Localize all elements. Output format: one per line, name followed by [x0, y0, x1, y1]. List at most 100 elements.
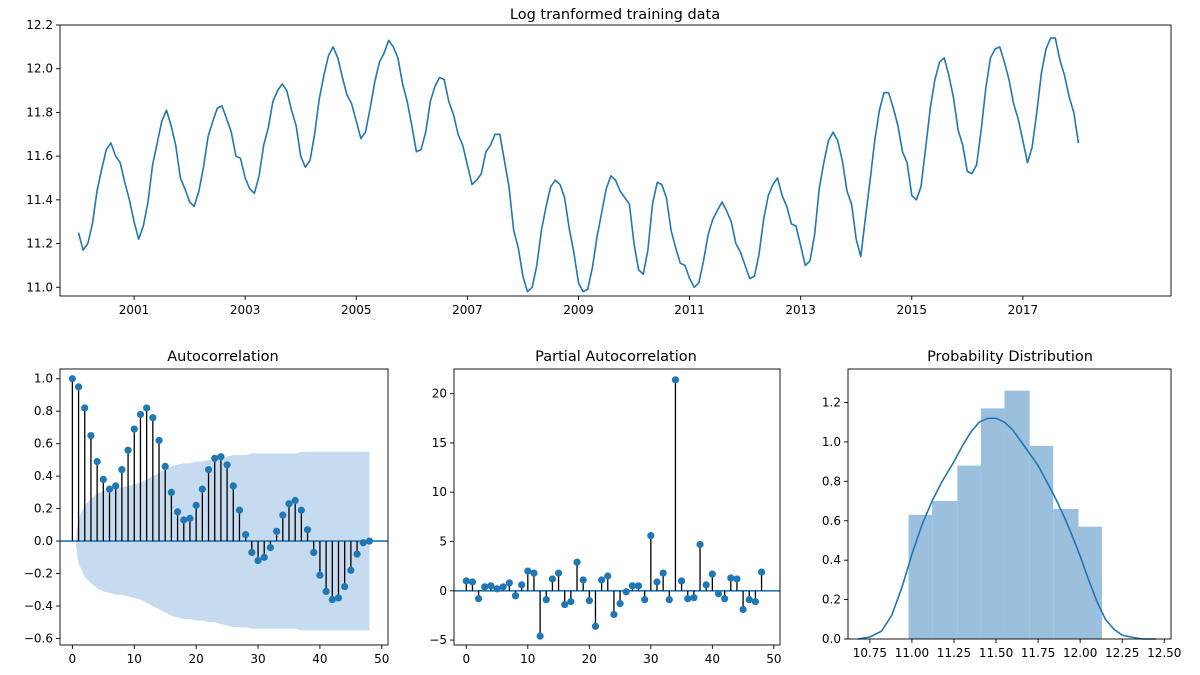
y-tick-label: 12.2: [26, 18, 53, 32]
stem-marker: [745, 596, 753, 604]
y-tick-label: 0.2: [34, 502, 53, 516]
stem-marker: [505, 579, 513, 587]
partial-autocorrelation-frame: [453, 368, 781, 646]
y-tick-label: 11.8: [26, 105, 53, 119]
training-data-title: Log tranformed training data: [510, 7, 720, 23]
y-tick-label: 5: [439, 535, 447, 549]
histogram-bar: [932, 501, 958, 639]
y-tick-label: 11.2: [26, 237, 53, 251]
y-tick-label: 0.4: [822, 553, 841, 567]
x-tick-label: 2007: [452, 303, 483, 317]
x-tick-label: 2011: [674, 303, 705, 317]
stem-marker: [757, 568, 766, 576]
y-tick-label: 12.0: [26, 62, 53, 76]
partial-autocorrelation-plot: −5 0 5 10 15 20 0 10 20 30 40 50: [429, 376, 781, 666]
stem-marker: [99, 475, 107, 483]
autocorrelation-title: Autocorrelation: [167, 349, 278, 365]
stem-marker: [266, 543, 275, 552]
stem-marker: [229, 482, 237, 490]
y-tick-label: 0.4: [34, 469, 53, 483]
stem-marker: [727, 574, 735, 582]
stem-marker: [475, 595, 483, 603]
training-data-frame: [59, 24, 1172, 297]
stem-marker: [353, 550, 361, 558]
stem-marker: [310, 548, 318, 557]
stem-marker: [192, 501, 200, 509]
stem-marker: [579, 576, 587, 584]
y-tick-label: 15: [432, 436, 447, 450]
stem-marker: [223, 461, 231, 469]
stem-marker: [739, 605, 747, 614]
stem-marker: [733, 575, 741, 583]
stem-marker: [130, 425, 138, 433]
stem-marker: [81, 404, 89, 412]
stem-marker: [93, 457, 101, 466]
stem-marker: [74, 383, 83, 391]
x-tick-label: 2009: [563, 303, 594, 317]
y-tick-label: −0.2: [24, 567, 53, 581]
stem-marker: [659, 569, 667, 577]
stem-marker: [598, 576, 606, 584]
stem-marker: [622, 588, 630, 596]
stem-marker: [155, 436, 163, 445]
stem-marker: [591, 622, 600, 630]
stem-marker: [198, 485, 206, 493]
stem-marker: [641, 596, 649, 604]
stem-marker: [328, 595, 336, 604]
stem-marker: [561, 600, 569, 609]
histogram-bar: [1029, 445, 1054, 639]
y-tick-label: 0.8: [822, 474, 841, 488]
stem-marker: [211, 454, 219, 462]
autocorrelation-frame: [59, 368, 389, 646]
y-tick-label: 11.6: [26, 149, 53, 163]
x-tick-label: 2001: [119, 303, 150, 317]
stem-marker: [554, 569, 563, 577]
stem-marker: [161, 462, 169, 471]
stem-marker: [530, 569, 538, 577]
stem-marker: [365, 537, 374, 545]
probability-distribution-frame: [847, 368, 1172, 640]
x-tick-label: 0: [462, 652, 470, 666]
y-tick-label: −5: [429, 633, 447, 647]
x-tick-label: 11.75: [1021, 646, 1055, 660]
stem-marker: [359, 539, 367, 547]
y-tick-label: 20: [432, 387, 447, 401]
stem-marker: [180, 516, 188, 524]
stem-marker: [260, 553, 268, 561]
stem-marker: [462, 577, 470, 585]
stem-marker: [112, 482, 120, 490]
stem-marker: [273, 527, 281, 535]
stem-marker: [334, 594, 343, 602]
stem-marker: [708, 570, 716, 578]
kde-curve: [857, 417, 1156, 640]
x-tick-label: 2003: [230, 303, 261, 317]
probability-distribution-title: Probability Distribution: [927, 349, 1093, 365]
stem-marker: [235, 506, 244, 514]
y-tick-label: 0.0: [822, 632, 841, 646]
y-tick-label: −0.4: [24, 599, 53, 613]
x-tick-label: 2005: [341, 303, 372, 317]
stem-marker: [653, 578, 661, 586]
stem-marker: [684, 595, 692, 603]
x-tick-label: 10: [127, 652, 142, 666]
partial-autocorrelation-panel: Partial Autocorrelation −5 0 5 10 15 20 0 10 20 3…: [429, 349, 781, 666]
x-tick-label: 12.50: [1147, 646, 1181, 660]
stem-marker: [518, 581, 526, 589]
y-tick-label: 0.6: [34, 437, 53, 451]
x-tick-label: 30: [250, 652, 265, 666]
stem-marker: [217, 453, 225, 461]
stem-marker: [242, 531, 250, 539]
histogram-bar: [957, 465, 981, 639]
y-tick-label: 11.0: [26, 280, 53, 294]
x-tick-label: 11.25: [937, 646, 971, 660]
stem-marker: [524, 567, 532, 575]
stem-marker: [136, 410, 145, 419]
y-tick-label: 0.0: [34, 534, 53, 548]
stem-marker: [714, 590, 723, 598]
stem-marker: [279, 511, 287, 519]
stem-marker: [167, 488, 175, 496]
partial-autocorrelation-title: Partial Autocorrelation: [535, 349, 697, 365]
x-tick-label: 50: [374, 652, 389, 666]
x-tick-label: 12.25: [1105, 646, 1139, 660]
